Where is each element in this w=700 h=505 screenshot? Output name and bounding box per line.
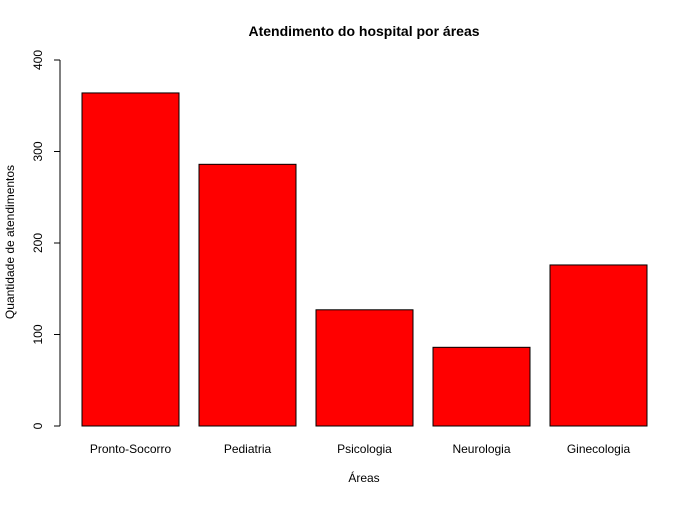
bar-ginecologia [549, 264, 648, 427]
y-tick-label: 400 [31, 50, 45, 70]
y-tick-label: 100 [31, 324, 45, 344]
x-axis-tick-labels: Pronto-Socorro Pediatria Psicologia Neurolo… [90, 442, 631, 456]
x-tick-label: Ginecologia [567, 442, 631, 456]
bars [81, 92, 648, 427]
bar-pediatria [198, 163, 297, 427]
bar-psicologia [315, 309, 414, 427]
x-tick-label: Psicologia [337, 442, 392, 456]
bar-neurologia [432, 346, 531, 427]
x-tick-label: Pronto-Socorro [90, 442, 172, 456]
y-tick-label: 300 [31, 141, 45, 161]
x-tick-label: Pediatria [224, 442, 272, 456]
x-axis-label: Áreas [348, 470, 379, 485]
y-axis-label: Quantidade de atendimentos [3, 165, 17, 319]
bar-pronto-socorro [81, 92, 180, 427]
x-tick-label: Neurologia [452, 442, 510, 456]
chart-title: Atendimento do hospital por áreas [248, 23, 479, 39]
y-tick-label: 0 [31, 422, 45, 429]
y-tick-label: 200 [31, 233, 45, 253]
y-axis: 0 100 200 300 400 [31, 50, 61, 429]
